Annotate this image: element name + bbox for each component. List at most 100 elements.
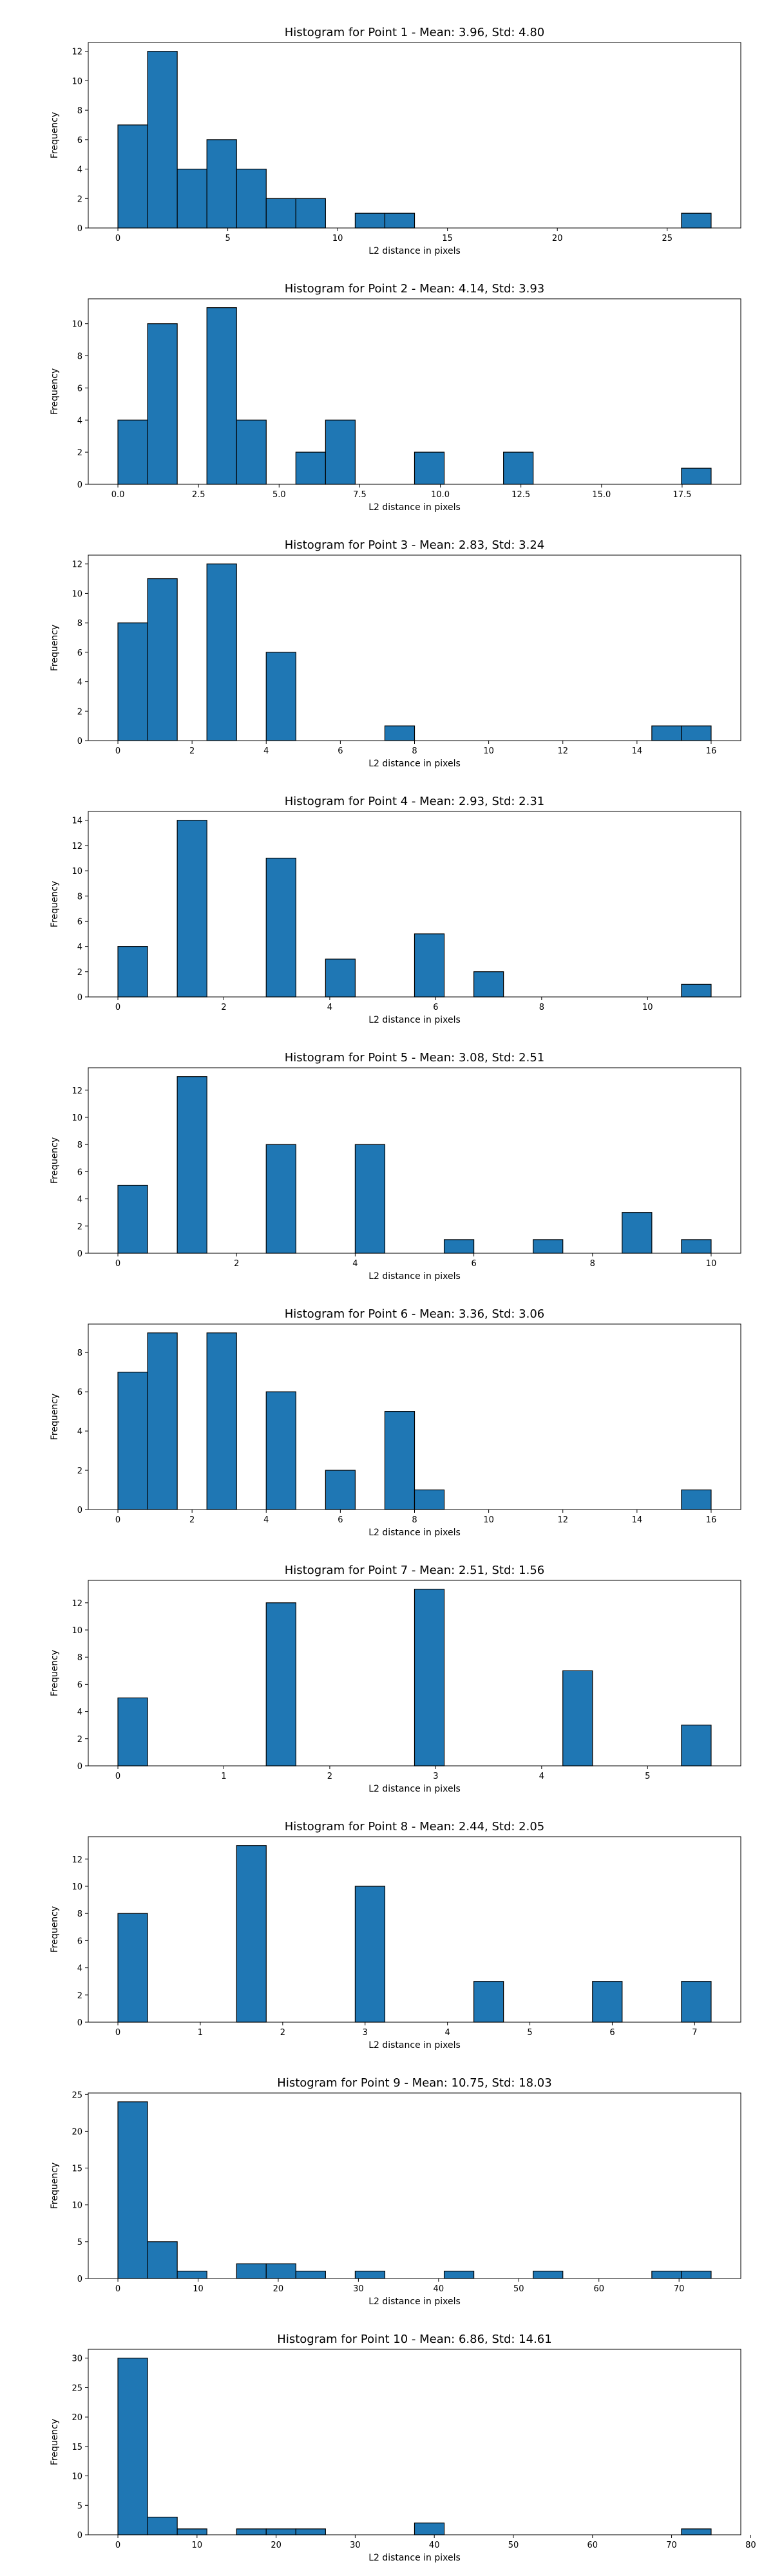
y-tick-label: 6 xyxy=(77,1680,82,1690)
histogram-bar xyxy=(236,2528,267,2535)
y-tick-label: 8 xyxy=(77,352,82,362)
histogram-bar xyxy=(354,1886,386,2023)
axes-frame xyxy=(88,2092,741,2279)
histogram-bar xyxy=(325,419,356,485)
histogram-bar xyxy=(236,2263,267,2279)
histogram-bar xyxy=(414,1489,445,1510)
y-axis-label: Frequency xyxy=(50,1137,60,1184)
y-tick-label: 10 xyxy=(72,2201,82,2211)
histogram-bar xyxy=(592,1981,623,2023)
histogram-bar xyxy=(265,1144,296,1254)
x-tick-label: 4 xyxy=(263,746,269,756)
x-tick-label: 5.0 xyxy=(272,490,286,500)
x-tick-label: 5 xyxy=(225,234,230,243)
histogram-bar xyxy=(177,1076,207,1254)
x-tick-label: 0 xyxy=(115,1259,120,1269)
histogram-bar xyxy=(443,2270,475,2279)
x-tick-label: 4 xyxy=(352,1259,358,1269)
histogram-bar xyxy=(117,1372,148,1510)
y-tick-label: 2 xyxy=(77,448,82,458)
x-tick-label: 0 xyxy=(115,1772,120,1781)
histogram-bar xyxy=(295,451,326,485)
x-axis-label: L2 distance in pixels xyxy=(368,502,461,513)
histogram-bar xyxy=(414,2523,445,2535)
chart-title: Histogram for Point 7 - Mean: 2.51, Std:… xyxy=(285,1564,545,1577)
histogram-bar xyxy=(295,2270,326,2279)
y-tick-label: 0 xyxy=(77,480,82,490)
x-tick-label: 6 xyxy=(338,1515,343,1525)
x-tick-label: 6 xyxy=(471,1259,476,1269)
x-tick-label: 3 xyxy=(363,2028,368,2038)
x-tick-label: 2 xyxy=(221,1003,226,1012)
histogram-bar xyxy=(117,622,148,741)
chart-title: Histogram for Point 8 - Mean: 2.44, Std:… xyxy=(285,1820,545,1833)
y-tick-label: 4 xyxy=(77,943,82,952)
x-tick-label: 60 xyxy=(593,2284,604,2294)
histogram-bar xyxy=(206,307,237,485)
x-axis-label: L2 distance in pixels xyxy=(368,1271,461,1282)
histogram-bar xyxy=(414,1589,445,1766)
y-tick-label: 8 xyxy=(77,1653,82,1663)
x-tick-label: 7.5 xyxy=(353,490,367,500)
histogram-bar xyxy=(177,2528,207,2535)
x-axis-label: L2 distance in pixels xyxy=(368,2553,461,2563)
histogram-bar xyxy=(681,1725,712,1766)
axes-frame xyxy=(88,1836,741,2023)
y-tick-label: 8 xyxy=(77,1141,82,1150)
chart-title: Histogram for Point 9 - Mean: 10.75, Std… xyxy=(277,2076,551,2090)
y-tick-label: 4 xyxy=(77,1427,82,1437)
y-tick-label: 0 xyxy=(77,1506,82,1515)
histogram-bar xyxy=(236,419,267,485)
histogram-bar xyxy=(681,2528,712,2535)
x-tick-label: 6 xyxy=(609,2028,615,2038)
x-tick-label: 10 xyxy=(706,1259,717,1269)
x-tick-label: 50 xyxy=(508,2541,519,2550)
x-axis-label: L2 distance in pixels xyxy=(368,1015,461,1025)
x-tick-label: 8 xyxy=(412,746,417,756)
x-tick-label: 6 xyxy=(433,1003,438,1012)
histogram-bar xyxy=(265,652,296,741)
histogram-bar xyxy=(206,1332,237,1510)
y-tick-label: 6 xyxy=(77,917,82,927)
histogram-bar xyxy=(473,1981,504,2023)
histogram-bar xyxy=(295,2528,326,2535)
chart-title: Histogram for Point 5 - Mean: 3.08, Std:… xyxy=(285,1051,545,1065)
histogram-bar xyxy=(354,1144,386,1254)
histogram-bar xyxy=(117,2358,148,2535)
chart-title: Histogram for Point 4 - Mean: 2.93, Std:… xyxy=(285,795,545,808)
y-tick-label: 10 xyxy=(72,77,82,86)
chart-title: Histogram for Point 6 - Mean: 3.36, Std:… xyxy=(285,1307,545,1321)
x-tick-label: 0 xyxy=(115,1515,120,1525)
x-tick-label: 10 xyxy=(332,234,343,243)
histogram-bar xyxy=(681,468,712,485)
y-tick-label: 25 xyxy=(72,2090,82,2100)
y-tick-label: 12 xyxy=(72,1599,82,1609)
y-tick-label: 30 xyxy=(72,2354,82,2364)
x-tick-label: 10 xyxy=(642,1003,653,1012)
y-tick-label: 15 xyxy=(72,2443,82,2452)
y-tick-label: 0 xyxy=(77,1762,82,1772)
histogram-bar xyxy=(206,564,237,741)
histogram-bar xyxy=(473,971,504,998)
x-tick-label: 16 xyxy=(706,1515,717,1525)
y-tick-label: 10 xyxy=(72,867,82,876)
y-tick-label: 8 xyxy=(77,619,82,629)
y-tick-label: 6 xyxy=(77,1168,82,1177)
x-tick-label: 2 xyxy=(327,1772,332,1781)
histogram-bar xyxy=(503,451,534,485)
x-tick-label: 10 xyxy=(193,2284,204,2294)
x-tick-label: 60 xyxy=(587,2541,598,2550)
x-tick-label: 10 xyxy=(483,1515,494,1525)
y-tick-label: 2 xyxy=(77,194,82,204)
y-tick-label: 20 xyxy=(72,2413,82,2423)
y-tick-label: 2 xyxy=(77,968,82,978)
chart-2: Histogram for Point 2 - Mean: 4.14, Std:… xyxy=(50,282,741,513)
histogram-bar xyxy=(265,1602,296,1766)
histogram-bar xyxy=(354,213,386,229)
histogram-bar xyxy=(443,1239,475,1254)
x-tick-label: 0 xyxy=(115,2541,120,2550)
chart-title: Histogram for Point 3 - Mean: 2.83, Std:… xyxy=(285,538,545,552)
x-tick-label: 12.5 xyxy=(511,490,530,500)
histogram-bar xyxy=(177,2270,207,2279)
